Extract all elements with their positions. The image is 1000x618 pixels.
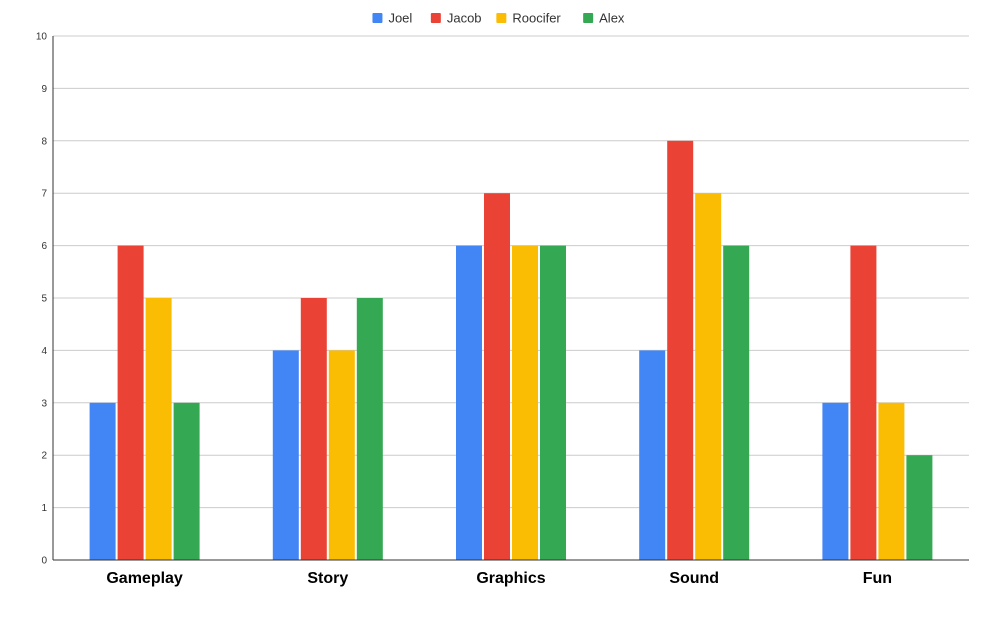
bar-joel-gameplay[interactable]	[89, 402, 116, 560]
y-tick-label: 7	[41, 189, 47, 200]
legend-item-joel[interactable]: Joel	[372, 11, 412, 26]
legend[interactable]: Joel Jacob Roocifer Alex	[372, 11, 625, 26]
bar-joel-sound[interactable]	[639, 350, 666, 560]
legend-item-alex[interactable]: Alex	[583, 11, 625, 26]
y-tick-label: 8	[41, 136, 47, 147]
y-tick-label: 2	[41, 451, 47, 462]
x-category-label: Story	[307, 570, 348, 587]
legend-label: Alex	[599, 11, 625, 26]
bar-alex-fun[interactable]	[906, 455, 933, 560]
bar-alex-story[interactable]	[356, 298, 383, 560]
y-tick-label: 10	[36, 32, 48, 43]
y-tick-label: 5	[41, 294, 47, 305]
legend-label: Roocifer	[512, 11, 561, 26]
bar-jacob-graphics[interactable]	[484, 193, 510, 560]
bar-jacob-gameplay[interactable]	[117, 245, 144, 560]
bar-roocifer-fun[interactable]	[878, 402, 905, 560]
x-category-label: Graphics	[476, 570, 545, 587]
y-tick-label: 0	[41, 556, 47, 567]
legend-item-jacob[interactable]: Jacob	[430, 11, 482, 26]
bar-roocifer-gameplay[interactable]	[145, 298, 172, 560]
bar-joel-fun[interactable]	[822, 402, 849, 560]
bar-jacob-fun[interactable]	[850, 245, 877, 560]
legend-item-roocifer[interactable]: Roocifer	[496, 11, 561, 26]
bar-jacob-story[interactable]	[300, 298, 327, 560]
gridlines	[53, 35, 969, 509]
bar-roocifer-sound[interactable]	[695, 193, 722, 560]
bar-alex-graphics[interactable]	[540, 245, 566, 560]
y-tick-label: 4	[41, 346, 47, 357]
legend-swatch	[583, 13, 594, 23]
y-tick-label: 1	[41, 503, 47, 514]
bar-roocifer-graphics[interactable]	[512, 245, 538, 560]
bar-roocifer-story[interactable]	[328, 350, 355, 560]
y-axis-ticks: 0 1 2 3 4 5 6 7 8 9 10	[36, 32, 48, 567]
bars	[89, 140, 933, 561]
legend-label: Joel	[388, 11, 412, 26]
x-category-label: Fun	[863, 570, 892, 587]
legend-label: Jacob	[447, 11, 482, 26]
bar-alex-gameplay[interactable]	[173, 402, 200, 560]
legend-swatch	[496, 13, 507, 23]
bar-jacob-sound[interactable]	[667, 140, 694, 561]
bar-joel-graphics[interactable]	[456, 245, 482, 560]
x-axis-labels: Gameplay Story Graphics Sound Fun	[106, 570, 892, 587]
axes	[52, 36, 969, 561]
y-tick-label: 6	[41, 241, 47, 252]
y-tick-label: 9	[41, 84, 47, 95]
bar-alex-sound[interactable]	[723, 245, 750, 560]
x-category-label: Sound	[669, 570, 719, 587]
legend-swatch	[372, 13, 383, 23]
y-tick-label: 3	[41, 398, 47, 409]
bar-joel-story[interactable]	[272, 350, 299, 560]
x-category-label: Gameplay	[106, 570, 183, 587]
legend-swatch	[430, 13, 441, 23]
